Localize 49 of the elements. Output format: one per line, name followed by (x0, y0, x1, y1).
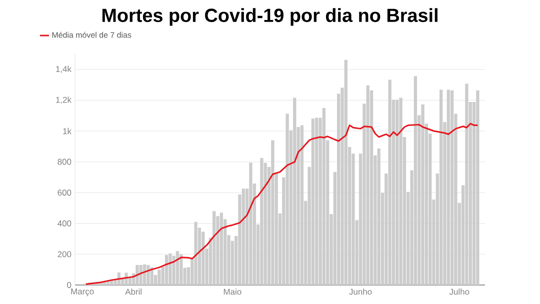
bar (212, 211, 216, 285)
bar (194, 222, 198, 285)
bar (396, 100, 399, 285)
y-tick-label: 800 (58, 158, 72, 165)
bar (146, 264, 150, 285)
bar (168, 253, 172, 285)
y-tick-label: 1k (63, 128, 72, 134)
bar (136, 264, 139, 285)
bar (202, 232, 205, 285)
bar (344, 60, 348, 285)
bar (286, 114, 289, 285)
x-tick-label: Julho (449, 288, 470, 295)
bar (242, 188, 245, 285)
y-tick-label: 1,4k (56, 66, 72, 74)
bar (388, 80, 392, 285)
bar (377, 148, 380, 285)
bar (180, 254, 183, 285)
line-series (85, 122, 478, 285)
bar (440, 90, 443, 285)
bar (450, 90, 454, 285)
bar (446, 90, 450, 285)
bar (176, 251, 180, 285)
bar (476, 90, 480, 285)
bar (271, 140, 274, 285)
bar (158, 270, 161, 285)
bar (220, 212, 224, 285)
x-tick-label: Maio (224, 288, 242, 295)
y-tick-label: 200 (58, 251, 72, 258)
y-tick-label: 1,2k (56, 96, 72, 104)
x-tick-label: Março (71, 288, 94, 296)
x-tick-label: Abril (125, 288, 142, 295)
y-tick-label: 600 (58, 190, 72, 196)
bar (260, 158, 264, 285)
x-tick-label: Junho (349, 288, 372, 295)
bar (421, 104, 424, 285)
y-tick-label: 0 (67, 282, 72, 288)
bar (300, 125, 304, 285)
bar (293, 98, 296, 285)
bar (164, 254, 168, 285)
bar (399, 98, 402, 285)
y-tick-label: 400 (58, 220, 72, 226)
bar (414, 76, 418, 285)
bar (311, 118, 315, 285)
bar (366, 85, 370, 285)
bar (249, 162, 252, 285)
chart-title: Mortes por Covid-19 por dia no Brasil (102, 8, 438, 26)
bar (322, 108, 326, 285)
bar (465, 84, 468, 285)
bar (315, 118, 318, 285)
